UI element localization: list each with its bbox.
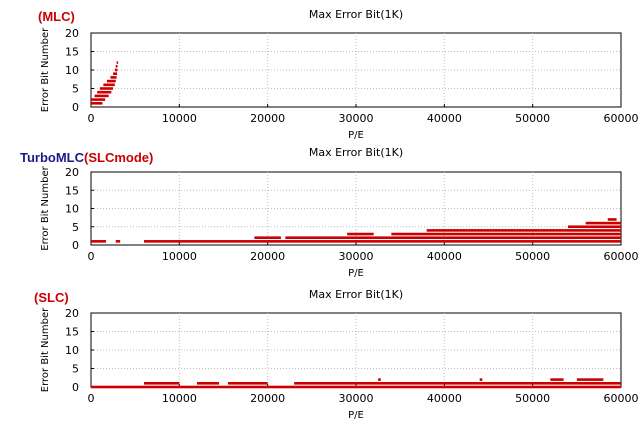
- x-tick-label: 30000: [339, 112, 374, 125]
- y-tick-label: 5: [72, 363, 79, 376]
- data-run: [91, 240, 107, 243]
- y-tick-label: 5: [72, 221, 79, 234]
- chart-title: Max Error Bit(1K): [309, 146, 403, 159]
- data-run: [91, 102, 103, 105]
- data-run: [116, 61, 119, 64]
- data-run: [391, 232, 621, 236]
- y-tick-label: 20: [65, 166, 79, 179]
- panel-label: (SLC): [34, 290, 69, 305]
- x-tick-label: 50000: [515, 392, 550, 405]
- data-run: [285, 236, 621, 239]
- data-run: [479, 378, 483, 381]
- data-run: [110, 76, 117, 79]
- data-run: [97, 90, 112, 94]
- data-run: [106, 79, 116, 83]
- data-run: [197, 382, 220, 385]
- y-tick-label: 15: [65, 46, 79, 59]
- x-tick-label: 60000: [604, 250, 639, 263]
- x-tick-label: 10000: [162, 250, 197, 263]
- x-tick-label: 30000: [339, 392, 374, 405]
- data-run: [294, 382, 621, 385]
- x-tick-label: 20000: [250, 250, 285, 263]
- x-tick-label: 10000: [162, 112, 197, 125]
- data-run: [103, 83, 115, 87]
- x-tick-label: 60000: [604, 392, 639, 405]
- x-tick-label: 50000: [515, 250, 550, 263]
- panel-label: (MLC): [38, 9, 75, 24]
- y-tick-label: 10: [65, 344, 79, 357]
- x-tick-label: 40000: [427, 392, 462, 405]
- y-tick-label: 0: [72, 239, 79, 252]
- x-tick-label: 40000: [427, 250, 462, 263]
- data-run: [94, 94, 109, 98]
- y-tick-label: 10: [65, 203, 79, 216]
- data-run: [99, 87, 114, 90]
- y-tick-label: 15: [65, 326, 79, 339]
- x-axis-label: P/E: [348, 410, 364, 421]
- y-tick-label: 0: [72, 101, 79, 114]
- y-axis-label: Error Bit Number: [40, 165, 51, 250]
- x-tick-label: 0: [88, 250, 95, 263]
- data-run: [426, 229, 621, 232]
- data-run: [227, 382, 268, 385]
- y-tick-label: 20: [65, 307, 79, 320]
- x-axis-label: P/E: [348, 268, 364, 279]
- y-tick-label: 0: [72, 381, 79, 394]
- panel-label: TurboMLC(SLCmode): [20, 150, 153, 165]
- data-run: [114, 68, 118, 72]
- x-tick-label: 0: [88, 392, 95, 405]
- chart-panel-3: (SLC) Max Error Bit(1K) 0 10000 20000 30000 40…: [34, 288, 639, 421]
- x-tick-label: 20000: [250, 392, 285, 405]
- data-run: [113, 72, 118, 75]
- data-run: [144, 240, 621, 243]
- x-tick-label: 10000: [162, 392, 197, 405]
- chart-panel-2: TurboMLC(SLCmode) Max Error Bit(1K) 0 10000…: [20, 146, 639, 279]
- x-tick-label: 50000: [515, 112, 550, 125]
- data-run: [576, 378, 604, 381]
- x-tick-label: 20000: [250, 112, 285, 125]
- y-tick-label: 5: [72, 83, 79, 96]
- panel-label-part: (SLCmode): [84, 150, 153, 165]
- panel-label-part: (MLC): [38, 9, 75, 24]
- data-run: [585, 221, 621, 225]
- data-run: [550, 378, 564, 381]
- chart-panel-1: (MLC) Max Error Bit(1K) 0 10000 20000 30000 40…: [38, 8, 639, 141]
- y-tick-label: 10: [65, 64, 79, 77]
- data-run: [144, 382, 180, 385]
- x-tick-label: 40000: [427, 112, 462, 125]
- chart-title: Max Error Bit(1K): [309, 288, 403, 301]
- x-tick-label: 30000: [339, 250, 374, 263]
- data-run: [254, 236, 281, 239]
- data-run: [607, 218, 617, 221]
- panel-label-part: TurboMLC: [20, 150, 85, 165]
- data-run: [91, 98, 106, 101]
- data-run: [115, 65, 118, 68]
- data-run: [91, 385, 621, 389]
- x-tick-label: 0: [88, 112, 95, 125]
- data-run: [115, 240, 121, 243]
- data-run: [568, 225, 621, 229]
- y-tick-label: 15: [65, 184, 79, 197]
- data-run: [378, 378, 381, 381]
- y-axis-label: Error Bit Number: [40, 27, 51, 112]
- x-axis-label: P/E: [348, 130, 364, 141]
- y-tick-label: 20: [65, 27, 79, 40]
- y-axis-label: Error Bit Number: [40, 307, 51, 392]
- chart-title: Max Error Bit(1K): [309, 8, 403, 21]
- x-tick-label: 60000: [604, 112, 639, 125]
- data-run: [347, 232, 374, 236]
- panel-label-part: (SLC): [34, 290, 69, 305]
